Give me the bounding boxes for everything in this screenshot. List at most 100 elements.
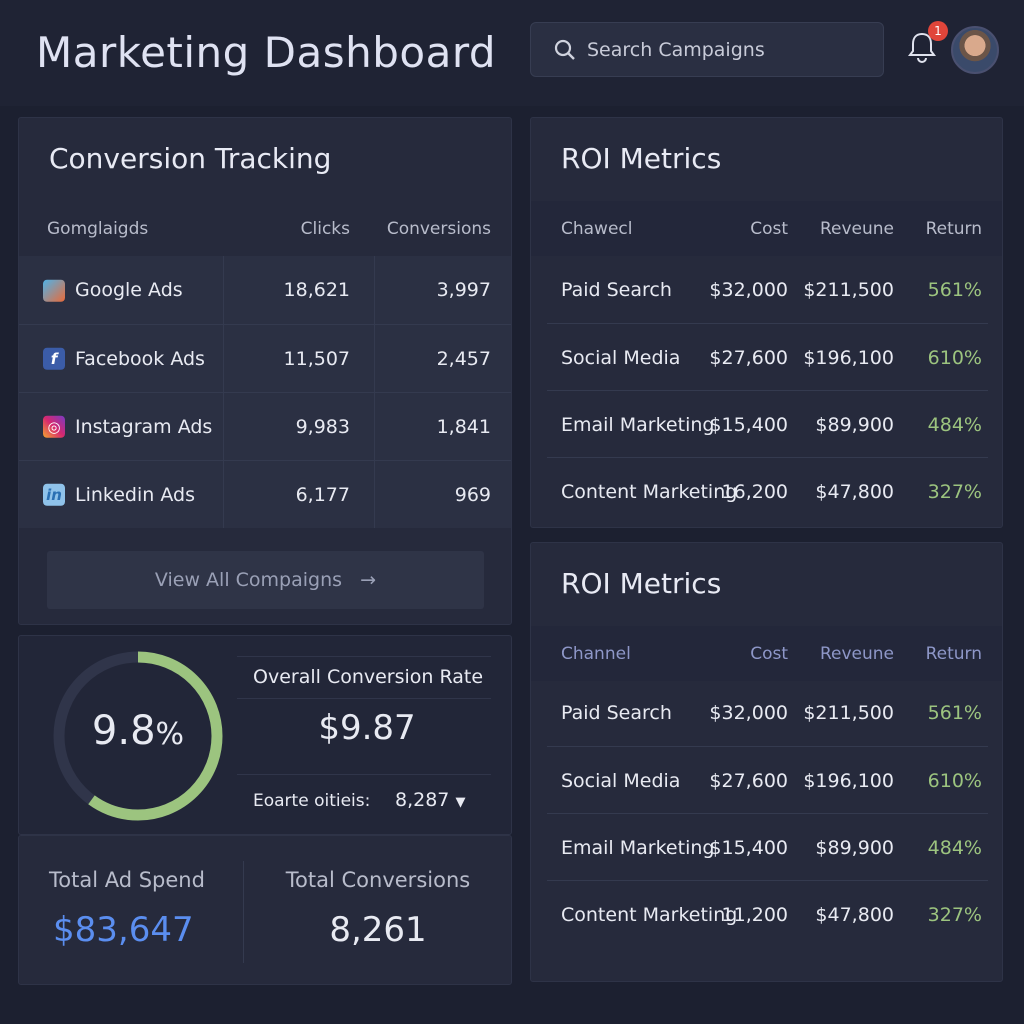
table-row[interactable]: Email Marketing $15,400 $89,900 484% (547, 390, 988, 458)
table-row[interactable]: Email Marketing $15,400 $89,900 484% (547, 813, 988, 881)
conversion-rate-amount: $9.87 (318, 708, 416, 748)
col-cost: Cost (750, 643, 788, 664)
col-return: Return (925, 643, 982, 664)
arrow-right-icon: → (360, 569, 377, 591)
revenue-value: $211,500 (803, 279, 894, 301)
table-row[interactable]: Content Marketing 11,200 $47,800 327% (547, 880, 988, 948)
cost-value: 16,200 (721, 480, 788, 503)
table-row[interactable]: Social Media $27,600 $196,100 610% (547, 323, 988, 391)
totals-card: Total Ad Spend $83,647 Total Conversions… (18, 835, 512, 985)
clicks-value: 6,177 (295, 483, 350, 506)
conversion-rate-label: Overall Conversion Rate (253, 666, 484, 688)
channel-value: Paid Search (561, 702, 672, 724)
conversions-value: 3,997 (436, 279, 491, 301)
cost-value: $15,400 (709, 836, 788, 859)
total-ad-spend-value: $83,647 (53, 910, 194, 950)
channel-value: Email Marketing (561, 836, 715, 859)
table-row[interactable]: f Facebook Ads 11,507 2,457 (19, 324, 511, 392)
channel-name: Instagram Ads (75, 415, 213, 438)
table-header: Channel Cost Reveune Return (531, 626, 1002, 681)
cost-value: 11,200 (721, 903, 788, 926)
sub-label: Eoarte oitieis: (253, 791, 371, 811)
view-all-campaigns-button[interactable]: View All Compaigns → (47, 551, 484, 609)
gauge-value: 9.8% (91, 708, 185, 754)
bell-icon[interactable] (906, 30, 938, 64)
conversions-value: 969 (454, 483, 491, 506)
clicks-value: 11,507 (283, 347, 350, 370)
cost-value: $27,600 (709, 346, 788, 369)
table-header: Gomglaigds Clicks Conversions (19, 201, 511, 256)
channel-name: Google Ads (75, 278, 183, 301)
roi-metrics-card: ROI Metrics Chawecl Cost Reveune Return Paid … (530, 117, 1003, 528)
return-value: 610% (927, 769, 982, 792)
return-value: 561% (927, 279, 982, 301)
revenue-value: $89,900 (815, 413, 894, 436)
table-row[interactable]: Paid Search $32,000 $211,500 561% (547, 679, 988, 747)
card-title: ROI Metrics (561, 142, 722, 175)
return-value: 561% (927, 702, 982, 724)
table-row[interactable]: Paid Search $32,000 $211,500 561% (547, 256, 988, 324)
clicks-value: 18,621 (283, 279, 350, 301)
total-ad-spend-label: Total Ad Spend (49, 868, 205, 892)
top-bar: Marketing Dashboard Search Campaigns 1 (0, 0, 1024, 106)
col-channel: Channel (561, 643, 631, 664)
return-value: 484% (927, 413, 982, 436)
table-row[interactable]: Google Ads 18,621 3,997 (19, 256, 511, 324)
channel-name: Linkedin Ads (75, 483, 195, 506)
revenue-value: $196,100 (803, 769, 894, 792)
clicks-value: 9,983 (295, 415, 350, 438)
channel-value: Paid Search (561, 279, 672, 301)
table-row[interactable]: ◎ Instagram Ads 9,983 1,841 (19, 392, 511, 460)
channel-value: Content Marketing (561, 903, 738, 926)
table-header: Chawecl Cost Reveune Return (531, 201, 1002, 256)
col-revenue: Reveune (819, 643, 894, 664)
search-input[interactable]: Search Campaigns (530, 22, 884, 77)
conversion-gauge (53, 651, 223, 821)
col-cost: Cost (750, 218, 788, 239)
col-channel: Chawecl (561, 218, 633, 239)
facebook-icon: f (43, 347, 65, 370)
return-value: 610% (927, 346, 982, 369)
instagram-icon: ◎ (43, 415, 65, 438)
return-value: 327% (927, 903, 982, 926)
return-value: 484% (927, 836, 982, 859)
card-title: ROI Metrics (561, 567, 722, 600)
col-revenue: Reveune (819, 218, 894, 239)
caret-down-icon: ▼ (455, 795, 466, 810)
channel-value: Social Media (561, 346, 681, 369)
conversions-value: 1,841 (436, 415, 491, 438)
cost-value: $27,600 (709, 769, 788, 792)
gauge-fill (53, 651, 223, 821)
sub-value-dropdown[interactable]: 8,287 ▼ (395, 789, 466, 811)
total-conversions-value: 8,261 (329, 910, 427, 950)
col-clicks: Clicks (300, 218, 350, 239)
revenue-value: $47,800 (815, 480, 894, 503)
col-campaigns: Gomglaigds (47, 218, 149, 239)
conversion-rate-card: 9.8% Overall Conversion Rate $9.87 Eoart… (18, 635, 512, 835)
col-conversions: Conversions (386, 218, 491, 239)
revenue-value: $211,500 (803, 702, 894, 724)
total-conversions-label: Total Conversions (285, 868, 471, 892)
avatar[interactable] (951, 26, 999, 74)
cost-value: $32,000 (709, 279, 788, 301)
return-value: 327% (927, 480, 982, 503)
linkedin-icon: in (43, 483, 65, 506)
channel-value: Email Marketing (561, 413, 715, 436)
channel-name: Facebook Ads (75, 347, 205, 370)
channel-value: Social Media (561, 769, 681, 792)
page-title: Marketing Dashboard (36, 28, 497, 77)
table-row[interactable]: Content Marketing 16,200 $47,800 327% (547, 457, 988, 525)
search-placeholder: Search Campaigns (587, 38, 765, 61)
revenue-value: $89,900 (815, 836, 894, 859)
table-row[interactable]: in Linkedin Ads 6,177 969 (19, 460, 511, 528)
conversions-value: 2,457 (436, 347, 491, 370)
roi-metrics-card-2: ROI Metrics Channel Cost Reveune Return Paid … (530, 542, 1003, 982)
button-label: View All Compaigns (154, 569, 343, 591)
card-title: Conversion Tracking (49, 142, 332, 175)
revenue-value: $196,100 (803, 346, 894, 369)
table-row[interactable]: Social Media $27,600 $196,100 610% (547, 746, 988, 814)
col-return: Return (925, 218, 982, 239)
revenue-value: $47,800 (815, 903, 894, 926)
search-icon (554, 39, 575, 60)
notification-badge: 1 (928, 21, 948, 41)
